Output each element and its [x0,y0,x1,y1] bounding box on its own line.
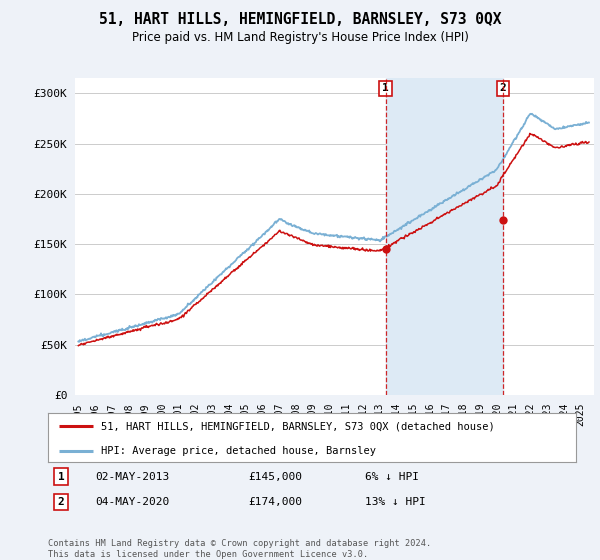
Text: 1: 1 [382,83,389,94]
Text: £145,000: £145,000 [248,472,302,482]
Bar [386,78,503,395]
Text: 13% ↓ HPI: 13% ↓ HPI [365,497,425,507]
Text: Contains HM Land Registry data © Crown copyright and database right 2024.
This d: Contains HM Land Registry data © Crown c… [48,539,431,559]
Text: 04-MAY-2020: 04-MAY-2020 [95,497,170,507]
Text: 6% ↓ HPI: 6% ↓ HPI [365,472,419,482]
Text: HPI: Average price, detached house, Barnsley: HPI: Average price, detached house, Barn… [101,446,376,456]
Text: 02-MAY-2013: 02-MAY-2013 [95,472,170,482]
Text: 2: 2 [499,83,506,94]
Text: £174,000: £174,000 [248,497,302,507]
Text: 2: 2 [58,497,65,507]
Text: 1: 1 [58,472,65,482]
Text: 51, HART HILLS, HEMINGFIELD, BARNSLEY, S73 0QX (detached house): 51, HART HILLS, HEMINGFIELD, BARNSLEY, S… [101,421,494,431]
Text: 51, HART HILLS, HEMINGFIELD, BARNSLEY, S73 0QX: 51, HART HILLS, HEMINGFIELD, BARNSLEY, S… [99,12,501,27]
Text: Price paid vs. HM Land Registry's House Price Index (HPI): Price paid vs. HM Land Registry's House … [131,31,469,44]
